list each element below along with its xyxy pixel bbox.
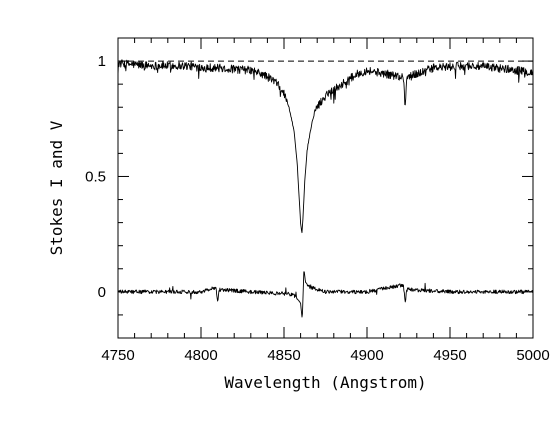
x-tick-label: 4950 [433,347,466,364]
plot-border [117,37,534,339]
x-tick-label: 4900 [350,347,383,364]
series-group [117,59,534,318]
x-tick-label: 5000 [516,347,549,364]
stokes-i-line [117,59,534,234]
x-tick-label: 4800 [184,347,217,364]
plot-frame [117,37,534,339]
y-tick-label: 0.5 [85,168,106,185]
x-tick-label: 4850 [267,347,300,364]
x-tick-label: 4750 [101,347,134,364]
y-axis-title: Stokes I and V [47,120,66,255]
x-axis-title: Wavelength (Angstrom) [224,373,426,392]
y-tick-label: 1 [98,53,106,70]
tick-labels: 4750 4800 4850 4900 4950 5000 0 0.5 1 [85,53,550,364]
axis-ticks [117,37,534,339]
y-tick-label: 0 [98,284,106,301]
stokes-v-line [117,271,534,318]
